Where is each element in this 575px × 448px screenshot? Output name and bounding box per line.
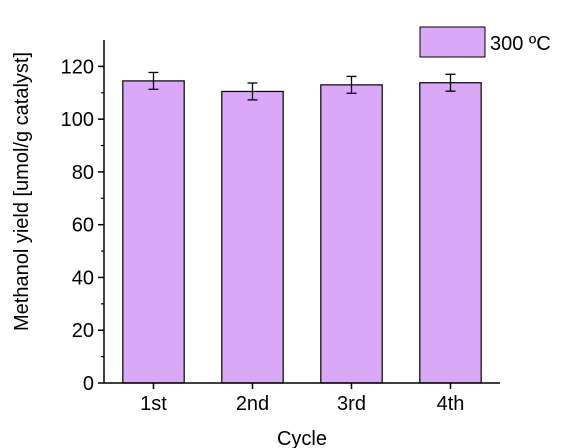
y-ticks-group: 0 20 40 60 80 100 120	[61, 56, 104, 395]
y-tick-label-1: 20	[72, 320, 94, 342]
bar-2nd	[221, 90, 284, 384]
error-bars-group	[148, 71, 456, 101]
x-ticks-group: 1st 2nd 3rd 4th	[140, 383, 464, 415]
bar-1st	[122, 80, 185, 384]
legend: 300 ºC	[419, 26, 551, 58]
y-tick-label-5: 100	[61, 109, 94, 131]
x-axis-label: Cycle	[277, 428, 327, 448]
axes-group	[103, 40, 500, 384]
bars-group	[122, 80, 482, 384]
y-axis-label: Methanol yield [umol/g catalyst]	[11, 52, 33, 331]
y-tick-label-6: 120	[61, 56, 94, 78]
legend-swatch	[419, 26, 486, 58]
legend-label: 300 ºC	[490, 33, 551, 55]
y-tick-label-3: 60	[72, 215, 94, 237]
x-tick-label-4th: 4th	[437, 393, 465, 415]
bar-3rd	[320, 84, 383, 384]
x-tick-label-2nd: 2nd	[236, 393, 269, 415]
y-tick-label-0: 0	[83, 373, 94, 395]
bar-4th	[419, 82, 482, 384]
y-tick-label-4: 80	[72, 162, 94, 184]
y-tick-label-2: 40	[72, 267, 94, 289]
x-tick-label-1st: 1st	[140, 393, 167, 415]
x-tick-label-3rd: 3rd	[337, 393, 366, 415]
